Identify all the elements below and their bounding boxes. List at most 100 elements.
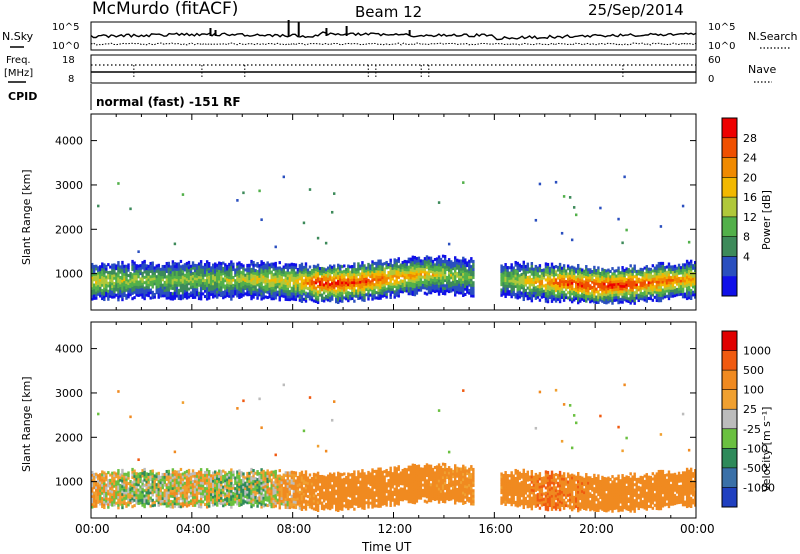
velocity-cell: [99, 491, 102, 495]
power-cell: [266, 290, 269, 294]
power-cell: [302, 268, 306, 272]
power-cell: [603, 287, 606, 291]
power-cell: [149, 280, 152, 284]
power-cell: [173, 262, 177, 266]
power-cell: [677, 282, 681, 286]
power-cell: [159, 281, 162, 285]
power-cell: [248, 266, 251, 270]
velocity-cell: [264, 484, 267, 488]
power-cell: [621, 268, 624, 272]
velocity-cell: [214, 497, 217, 501]
power-cell: [601, 294, 604, 298]
power-cell: [689, 296, 693, 301]
power-cell: [439, 265, 443, 269]
power-cell: [643, 290, 646, 294]
power-cell: [197, 294, 201, 298]
power-cell: [530, 299, 534, 303]
power-cell: [179, 289, 183, 293]
power-cell: [550, 262, 554, 266]
power-cell: [401, 274, 404, 278]
velocity-cell: [260, 492, 263, 496]
velocity-cell: [129, 415, 132, 419]
power-cell: [425, 271, 429, 275]
power-cell: [649, 294, 653, 298]
power-cell: [205, 289, 209, 293]
velocity-cell: [191, 487, 195, 492]
power-cell: [343, 283, 346, 287]
power-cell: [179, 294, 183, 298]
power-cell: [304, 267, 308, 271]
power-cell: [514, 274, 517, 278]
power-cell: [681, 268, 685, 272]
power-cell: [454, 282, 457, 286]
velocity-cell: [238, 485, 241, 489]
velocity-cell: [278, 495, 281, 499]
power-cell: [147, 294, 150, 298]
power-cell: [585, 270, 588, 274]
power-cell: [401, 268, 404, 273]
power-cell: [212, 268, 215, 272]
power-cell: [609, 277, 612, 281]
velocity-cell: [197, 481, 201, 485]
power-cell: [254, 290, 257, 294]
power-cell: [456, 290, 459, 294]
velocity-cell: [240, 484, 243, 488]
power-cell: [183, 295, 187, 299]
power-cell: [663, 295, 667, 299]
power-cell: [691, 264, 695, 268]
power-cell: [577, 274, 580, 278]
velocity-cell: [199, 476, 203, 480]
power-cell: [349, 294, 352, 298]
velocity-cell: [296, 502, 300, 506]
velocity-cell: [274, 475, 277, 479]
power-cell: [619, 271, 622, 275]
velocity-cell: [224, 492, 227, 496]
velocity-cell: [99, 483, 102, 487]
power-cell: [649, 273, 653, 277]
velocity-cell: [103, 505, 106, 510]
power-cell: [556, 276, 560, 280]
power-cell: [248, 285, 251, 289]
power-cell: [298, 266, 302, 270]
power-cell: [635, 291, 638, 295]
velocity-cell: [282, 489, 285, 493]
power-cell: [189, 294, 193, 298]
power-cell: [369, 264, 372, 268]
power-cell: [472, 259, 475, 263]
power-cell: [665, 270, 669, 274]
power-cell: [429, 275, 433, 279]
power-cell: [351, 288, 354, 293]
power-cell: [538, 274, 542, 278]
power-cell: [419, 277, 423, 282]
power-cell: [143, 265, 146, 269]
power-cell: [649, 283, 653, 287]
power-cell: [282, 292, 285, 296]
power-cell: [347, 291, 350, 295]
power-cell: [324, 289, 328, 293]
power-cell: [593, 268, 596, 272]
power-cell: [121, 274, 124, 278]
power-cell: [429, 285, 433, 289]
velocity-cell: [203, 479, 207, 483]
power-cell: [240, 295, 243, 299]
power-cell: [445, 267, 449, 271]
power-cell: [451, 267, 455, 271]
velocity-cell: [286, 476, 290, 480]
power-cell: [647, 278, 651, 282]
power-cell: [661, 267, 665, 271]
power-cell: [631, 275, 634, 279]
power-cell: [655, 285, 659, 289]
power-cell: [542, 273, 546, 277]
velocity-cell: [185, 493, 189, 497]
power-cell: [185, 269, 189, 273]
power-cell: [270, 281, 273, 285]
power-cell: [581, 292, 584, 296]
power-cell: [421, 275, 425, 279]
velocity-cell: [266, 498, 269, 502]
power-cell: [125, 278, 128, 282]
power-cell: [544, 299, 548, 303]
power-cell: [262, 280, 265, 284]
power-cell: [339, 278, 342, 282]
velocity-cell: [260, 505, 263, 509]
power-cell: [310, 287, 314, 291]
